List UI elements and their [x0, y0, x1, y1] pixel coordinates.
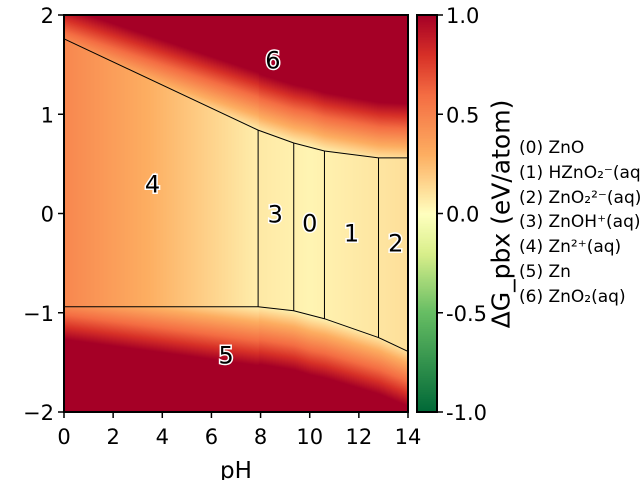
- pourbaix-heatmap: [64, 15, 408, 412]
- x-tick-label: 6: [205, 425, 218, 449]
- legend-entry: (5) Zn: [519, 261, 571, 282]
- x-tick-label: 0: [57, 425, 70, 449]
- colorbar-tick-label: 0.0: [446, 203, 479, 227]
- x-tick-label: 8: [254, 425, 267, 449]
- legend-entry: (2) ZnO₂²⁻(aq): [519, 187, 640, 208]
- colorbar-label: ΔG_pbx (eV/atom): [486, 99, 516, 329]
- legend-entry: (1) HZnO₂⁻(aq): [519, 162, 640, 183]
- x-tick-label: 12: [345, 425, 372, 449]
- region-label: 2: [388, 229, 403, 257]
- y-tick-label: 2: [41, 4, 54, 28]
- legend-entry: (6) ZnO₂(aq): [519, 286, 626, 307]
- colorbar-frame: [416, 14, 438, 413]
- colorbar-tick-label: -1.0: [446, 401, 487, 425]
- y-tick-label: −1: [23, 302, 54, 326]
- phase-boundary: [64, 306, 409, 352]
- axes-frame: [63, 14, 409, 413]
- region-label: 0: [302, 209, 317, 237]
- x-tick-label: 14: [395, 425, 422, 449]
- x-tick-label: 10: [296, 425, 323, 449]
- phase-boundary: [63, 38, 408, 159]
- legend-entry: (3) ZnOH⁺(aq): [519, 212, 640, 233]
- colorbar-tick-label: 0.5: [446, 103, 479, 127]
- legend: (0) ZnO (1) HZnO₂⁻(aq) (2) ZnO₂²⁻(aq) (3) Z…: [519, 136, 640, 310]
- x-tick-label: 2: [106, 425, 119, 449]
- region-label: 3: [268, 201, 283, 229]
- region-label: 5: [219, 341, 234, 369]
- region-label: 4: [145, 171, 160, 199]
- colorbar-tick-label: -0.5: [446, 302, 487, 326]
- colorbar: [417, 15, 437, 412]
- x-tick-label: 4: [156, 425, 169, 449]
- x-axis-label: pH: [220, 458, 252, 480]
- y-tick-label: 0: [41, 203, 54, 227]
- region-label: 6: [265, 47, 280, 75]
- legend-entry: (4) Zn²⁺(aq): [519, 237, 622, 258]
- legend-entry: (0) ZnO: [519, 138, 585, 158]
- y-tick-label: −2: [23, 401, 54, 425]
- y-tick-label: 1: [41, 103, 54, 127]
- region-label: 1: [344, 219, 359, 247]
- colorbar-tick-label: 1.0: [446, 4, 479, 28]
